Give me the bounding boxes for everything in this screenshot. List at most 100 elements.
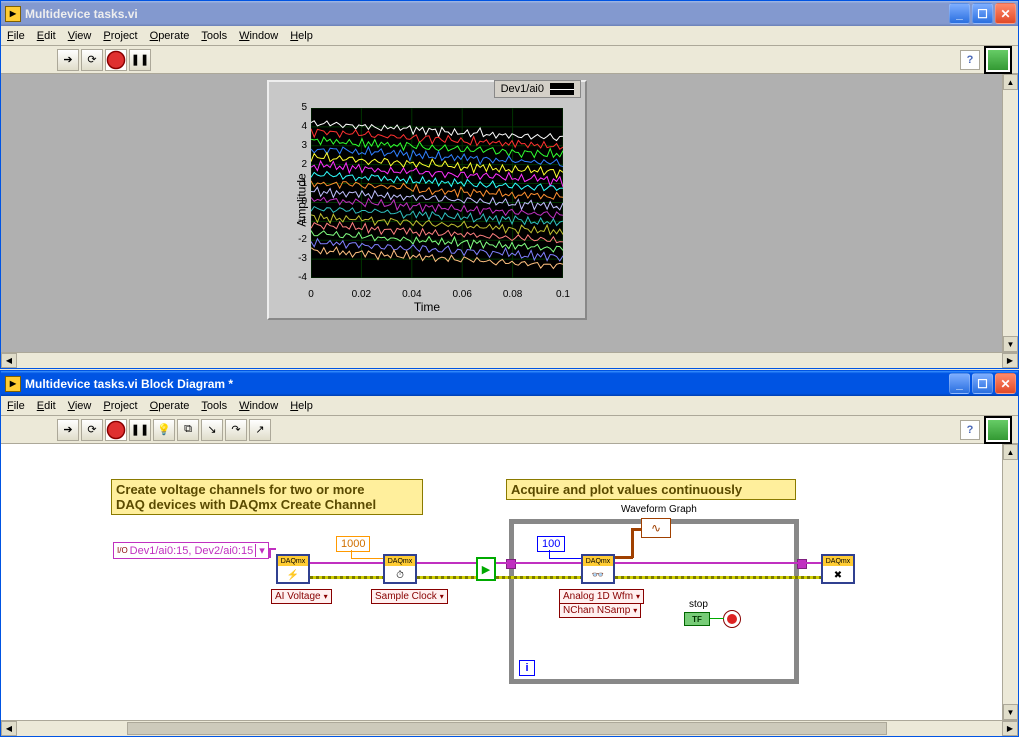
- menu-help[interactable]: Help: [290, 30, 313, 42]
- menu-view[interactable]: View: [68, 30, 92, 42]
- step-over-button[interactable]: ↷: [225, 419, 247, 441]
- highlight-execution-button[interactable]: 💡: [153, 419, 175, 441]
- front-panel-content[interactable]: ▲ ▼ Dev1/ai0 Amplitude Time -4-3-2-10123…: [1, 74, 1018, 352]
- abort-button[interactable]: [105, 419, 127, 441]
- scroll-right-arrow[interactable]: ▶: [1002, 721, 1018, 736]
- x-tick-label: 0.04: [402, 289, 421, 300]
- scroll-right-arrow[interactable]: ▶: [1002, 353, 1018, 368]
- read-sel-line1: Analog 1D Wfm: [563, 591, 633, 602]
- daqmx-read-node[interactable]: DAQmx 👓: [581, 554, 615, 584]
- iteration-terminal[interactable]: i: [519, 660, 535, 676]
- clear-glyph-icon: ✖: [823, 566, 853, 584]
- menu-operate[interactable]: Operate: [150, 30, 190, 42]
- vi-icon[interactable]: [984, 416, 1012, 444]
- scroll-down-arrow[interactable]: ▼: [1003, 704, 1018, 720]
- loop-condition-terminal[interactable]: [723, 610, 741, 628]
- pause-button[interactable]: ❚❚: [129, 419, 151, 441]
- sample-clock-selector[interactable]: Sample Clock: [371, 589, 448, 604]
- comment-line: DAQ devices with DAQmx Create Channel: [116, 497, 376, 512]
- menu-edit[interactable]: Edit: [37, 30, 56, 42]
- stop-wire: [710, 618, 724, 619]
- menu-project[interactable]: Project: [103, 30, 137, 42]
- context-help-button[interactable]: ?: [960, 50, 980, 70]
- horizontal-scrollbar-fp[interactable]: ◀ ▶: [1, 352, 1018, 368]
- vertical-scrollbar[interactable]: ▲ ▼: [1002, 444, 1018, 720]
- labview-vi-icon: ▶: [5, 376, 21, 392]
- ai-voltage-label: AI Voltage: [275, 591, 321, 602]
- run-button[interactable]: ➔: [57, 419, 79, 441]
- maximize-button[interactable]: ☐: [972, 3, 993, 24]
- daqmx-header: DAQmx: [823, 556, 853, 566]
- y-tick-label: 4: [293, 121, 307, 132]
- vertical-scrollbar[interactable]: ▲ ▼: [1002, 74, 1018, 352]
- x-tick-label: 0.06: [452, 289, 471, 300]
- pause-button[interactable]: ❚❚: [129, 49, 151, 71]
- physical-channels-constant[interactable]: I/O Dev1/ai0:15, Dev2/ai0:15 ▾: [113, 542, 269, 559]
- legend-plot-label: Dev1/ai0: [501, 83, 544, 95]
- run-continuously-button[interactable]: ⟳: [81, 49, 103, 71]
- waveform-graph[interactable]: Dev1/ai0 Amplitude Time -4-3-2-1012345 0…: [267, 80, 587, 320]
- x-tick-label: 0: [308, 289, 314, 300]
- error-wire-3: [496, 576, 581, 579]
- menu-window[interactable]: Window: [239, 30, 278, 42]
- task-tunnel-in: [506, 559, 516, 569]
- maximize-button[interactable]: ☐: [972, 373, 993, 394]
- error-wire-1: [310, 576, 383, 579]
- rate-constant[interactable]: 1000: [336, 536, 370, 552]
- read-poly-selector-line2[interactable]: NChan NSamp: [559, 604, 641, 618]
- close-button[interactable]: ✕: [995, 373, 1016, 394]
- block-diagram-titlebar[interactable]: ▶ Multidevice tasks.vi Block Diagram * _…: [1, 371, 1018, 396]
- menu-edit[interactable]: Edit: [37, 400, 56, 412]
- comment-line: Create voltage channels for two or more: [116, 482, 365, 497]
- daqmx-create-channel-node[interactable]: DAQmx ⚡: [276, 554, 310, 584]
- block-diagram-content[interactable]: ▲ ▼ Create voltage channels for two or m…: [1, 444, 1018, 720]
- menu-window[interactable]: Window: [239, 400, 278, 412]
- ai-voltage-selector[interactable]: AI Voltage: [271, 589, 332, 604]
- horizontal-scrollbar-bd[interactable]: ◀ ▶: [1, 720, 1018, 736]
- daqmx-timing-node[interactable]: DAQmx ⏱: [383, 554, 417, 584]
- comment-acquire-plot[interactable]: Acquire and plot values continuously: [506, 479, 796, 500]
- context-help-button[interactable]: ?: [960, 420, 980, 440]
- task-tunnel-out: [797, 559, 807, 569]
- scroll-down-arrow[interactable]: ▼: [1003, 336, 1018, 352]
- read-poly-selector[interactable]: Analog 1D Wfm: [559, 589, 644, 604]
- run-continuously-button[interactable]: ⟳: [81, 419, 103, 441]
- front-panel-titlebar[interactable]: ▶ Multidevice tasks.vi _ ☐ ✕: [1, 1, 1018, 26]
- minimize-button[interactable]: _: [949, 373, 970, 394]
- step-out-button[interactable]: ↗: [249, 419, 271, 441]
- retain-wire-values-button[interactable]: ⧉: [177, 419, 199, 441]
- menu-project[interactable]: Project: [103, 400, 137, 412]
- minimize-button[interactable]: _: [949, 3, 970, 24]
- comment-create-channels[interactable]: Create voltage channels for two or more …: [111, 479, 423, 515]
- vi-icon[interactable]: [984, 46, 1012, 74]
- scroll-up-arrow[interactable]: ▲: [1003, 444, 1018, 460]
- wire-read-to-clear: [615, 562, 821, 564]
- scroll-left-arrow[interactable]: ◀: [1, 721, 17, 736]
- menu-tools[interactable]: Tools: [201, 400, 227, 412]
- timing-glyph-icon: ⏱: [385, 566, 415, 584]
- menu-view[interactable]: View: [68, 400, 92, 412]
- menu-tools[interactable]: Tools: [201, 30, 227, 42]
- menu-file[interactable]: File: [7, 30, 25, 42]
- step-into-button[interactable]: ↘: [201, 419, 223, 441]
- y-tick-label: 5: [293, 102, 307, 113]
- close-button[interactable]: ✕: [995, 3, 1016, 24]
- menu-help[interactable]: Help: [290, 400, 313, 412]
- run-button[interactable]: ➔: [57, 49, 79, 71]
- nsamples-value: 100: [542, 538, 560, 550]
- daqmx-start-task-node[interactable]: ▶: [476, 557, 496, 581]
- nsamples-constant[interactable]: 100: [537, 536, 565, 552]
- daqmx-clear-task-node[interactable]: DAQmx ✖: [821, 554, 855, 584]
- y-tick-label: -2: [293, 234, 307, 245]
- abort-button[interactable]: [105, 49, 127, 71]
- stop-button-terminal[interactable]: TF: [684, 612, 710, 626]
- iteration-i-label: i: [525, 662, 528, 674]
- plot-legend[interactable]: Dev1/ai0: [494, 80, 581, 98]
- scroll-up-arrow[interactable]: ▲: [1003, 74, 1018, 90]
- block-diagram-menubar: File Edit View Project Operate Tools Win…: [1, 396, 1018, 416]
- scroll-left-arrow[interactable]: ◀: [1, 353, 17, 368]
- scroll-thumb[interactable]: [127, 722, 887, 735]
- menu-operate[interactable]: Operate: [150, 400, 190, 412]
- menu-file[interactable]: File: [7, 400, 25, 412]
- waveform-graph-terminal[interactable]: [641, 518, 671, 538]
